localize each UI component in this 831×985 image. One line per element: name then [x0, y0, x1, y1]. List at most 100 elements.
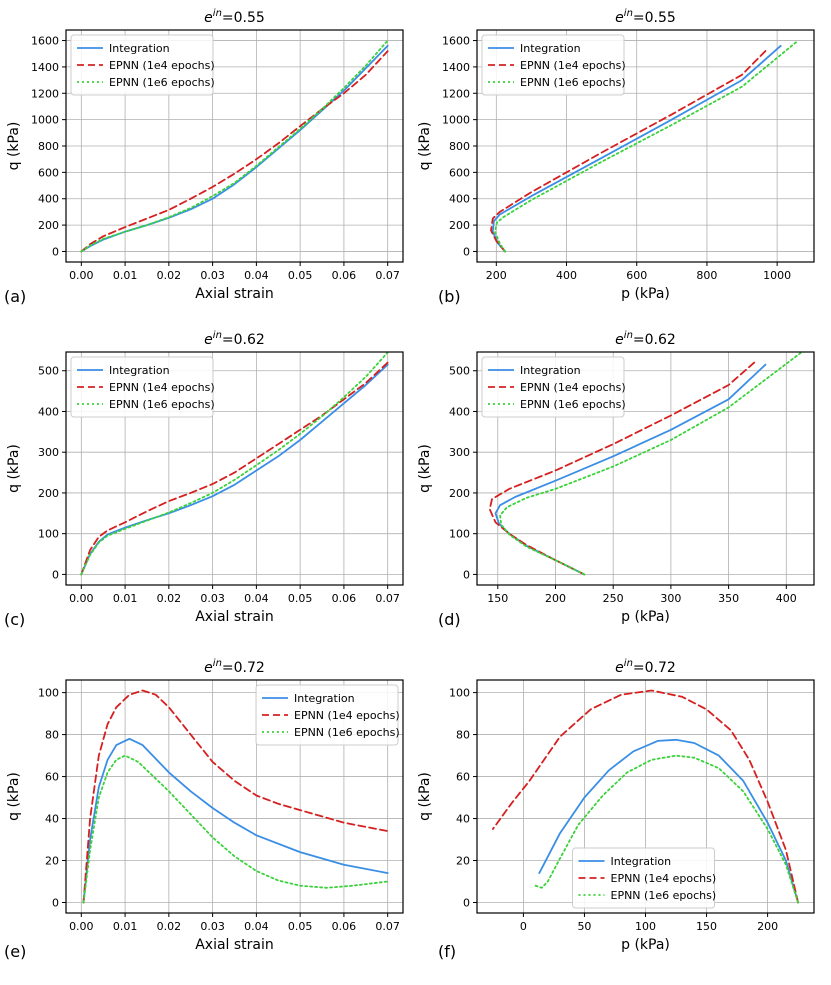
- x-axis-label: p (kPa): [621, 286, 670, 302]
- x-tick-label: 50: [577, 920, 591, 933]
- y-tick-label: 500: [38, 365, 59, 378]
- x-tick-label: 300: [660, 592, 681, 605]
- legend-label: EPNN (1e6 epochs): [520, 398, 626, 411]
- y-tick-label: 80: [456, 729, 470, 742]
- legend: Integration EPNN (1e4 epochs) EPNN (1e6 ep…: [70, 34, 215, 96]
- y-axis-label: q (kPa): [417, 444, 433, 493]
- x-tick-label: 0.01: [113, 592, 138, 605]
- legend-label: EPNN (1e4 epochs): [611, 872, 717, 885]
- series-line-epnn-1e6: [80, 352, 389, 576]
- y-tick-label: 0: [463, 568, 470, 581]
- x-tick-label: 0.01: [113, 269, 138, 282]
- x-tick-label: 0.06: [332, 269, 357, 282]
- series-line-epnn-1e6: [494, 39, 800, 253]
- y-tick-label: 1200: [442, 87, 470, 100]
- y-tick-label: 100: [38, 528, 59, 541]
- chart-title: ein=0.72: [615, 658, 676, 676]
- x-tick-label: 0.04: [244, 269, 269, 282]
- legend-box: [70, 34, 214, 96]
- y-axis-label: q (kPa): [417, 772, 433, 821]
- series-line-integration: [538, 738, 799, 904]
- y-tick-label: 0: [463, 897, 470, 910]
- x-tick-label: 150: [696, 920, 717, 933]
- panel-label: (b): [438, 287, 461, 306]
- y-tick-label: 0: [52, 897, 59, 910]
- x-tick-label: 0.07: [375, 269, 400, 282]
- chart-title: ein=0.72: [204, 658, 265, 676]
- x-tick-label: 0.00: [69, 269, 94, 282]
- legend-label: Integration: [109, 42, 170, 55]
- legend: Integration EPNN (1e4 epochs) EPNN (1e6 ep…: [481, 34, 626, 96]
- x-tick-label: 200: [545, 592, 566, 605]
- panel-b: 200 400 600 800 1000 0 200 400 600 800 1000 1200 140…: [417, 8, 815, 306]
- panel-f: 0 50 100 150 200 0 20 40 60 80 100 p (kPa) q (kPa) ei…: [417, 658, 815, 961]
- x-tick-label: 0.00: [69, 920, 94, 933]
- series-line-epnn-1e4: [490, 48, 768, 253]
- y-axis-label: q (kPa): [6, 122, 22, 171]
- y-tick-label: 1400: [442, 61, 470, 74]
- y-tick-label: 40: [45, 813, 59, 826]
- series-line-integration: [80, 363, 389, 576]
- legend-box: [572, 847, 715, 909]
- legend-label: EPNN (1e6 epochs): [109, 398, 215, 411]
- chart-title: ein=0.55: [204, 8, 265, 26]
- y-tick-label: 1200: [31, 87, 59, 100]
- title-superscript: in: [213, 8, 222, 19]
- y-axis-label: q (kPa): [417, 122, 433, 171]
- x-tick-label: 0.07: [375, 592, 400, 605]
- title-base: e: [204, 332, 213, 348]
- x-tick-label: 400: [556, 269, 577, 282]
- y-tick-label: 0: [463, 245, 470, 258]
- y-tick-label: 500: [449, 365, 470, 378]
- x-tick-label: 150: [487, 592, 508, 605]
- x-tick-label: 0.05: [288, 269, 313, 282]
- y-tick-label: 20: [456, 855, 470, 868]
- x-axis-label: p (kPa): [621, 609, 670, 625]
- legend-label: EPNN (1e4 epochs): [520, 381, 626, 394]
- series-line-epnn-1e4: [488, 360, 756, 576]
- panel-label: (c): [4, 610, 25, 629]
- x-tick-label: 0.02: [157, 269, 182, 282]
- x-tick-label: 0.03: [200, 592, 225, 605]
- y-tick-label: 1000: [442, 114, 470, 127]
- y-tick-label: 300: [449, 446, 470, 459]
- y-axis-label: q (kPa): [6, 444, 22, 493]
- legend-label: EPNN (1e4 epochs): [520, 59, 626, 72]
- y-tick-label: 400: [38, 405, 59, 418]
- title-superscript: in: [213, 330, 222, 341]
- y-tick-label: 0: [52, 568, 59, 581]
- y-axis-label: q (kPa): [6, 772, 22, 821]
- chart-title: ein=0.55: [615, 8, 676, 26]
- x-tick-label: 200: [486, 269, 507, 282]
- series-line-epnn-1e4: [492, 689, 799, 904]
- x-tick-label: 0.02: [157, 592, 182, 605]
- y-tick-label: 1000: [31, 114, 59, 127]
- series-line-integration: [82, 737, 389, 904]
- legend-label: Integration: [520, 42, 581, 55]
- x-tick-label: 0.01: [113, 920, 138, 933]
- x-axis-label: Axial strain: [195, 937, 274, 953]
- legend-box: [255, 684, 399, 746]
- chart-title: ein=0.62: [615, 330, 676, 348]
- legend: Integration EPNN (1e4 epochs) EPNN (1e6 ep…: [255, 684, 400, 746]
- legend-box: [481, 356, 625, 418]
- y-tick-label: 100: [38, 687, 59, 700]
- y-tick-label: 400: [449, 193, 470, 206]
- x-tick-label: 0.06: [332, 920, 357, 933]
- series-line-epnn-1e6: [80, 39, 389, 253]
- y-tick-label: 60: [45, 771, 59, 784]
- title-base: e: [615, 332, 624, 348]
- panel-d: 150 200 250 300 350 400 0 100 200 300 400 500 p (kPa…: [417, 330, 815, 629]
- panel-a: 0.00 0.01 0.02 0.03 0.04 0.05 0.06 0.07 0 200 400 6…: [4, 8, 404, 306]
- x-tick-label: 1000: [763, 269, 791, 282]
- title-value: =0.72: [222, 660, 265, 676]
- y-tick-label: 100: [449, 687, 470, 700]
- legend-label: Integration: [109, 364, 170, 377]
- legend-label: EPNN (1e4 epochs): [294, 709, 400, 722]
- x-tick-label: 250: [603, 592, 624, 605]
- title-base: e: [615, 10, 624, 26]
- y-tick-label: 80: [45, 729, 59, 742]
- y-tick-label: 40: [456, 813, 470, 826]
- panel-label: (d): [438, 610, 461, 629]
- legend-label: EPNN (1e4 epochs): [109, 59, 215, 72]
